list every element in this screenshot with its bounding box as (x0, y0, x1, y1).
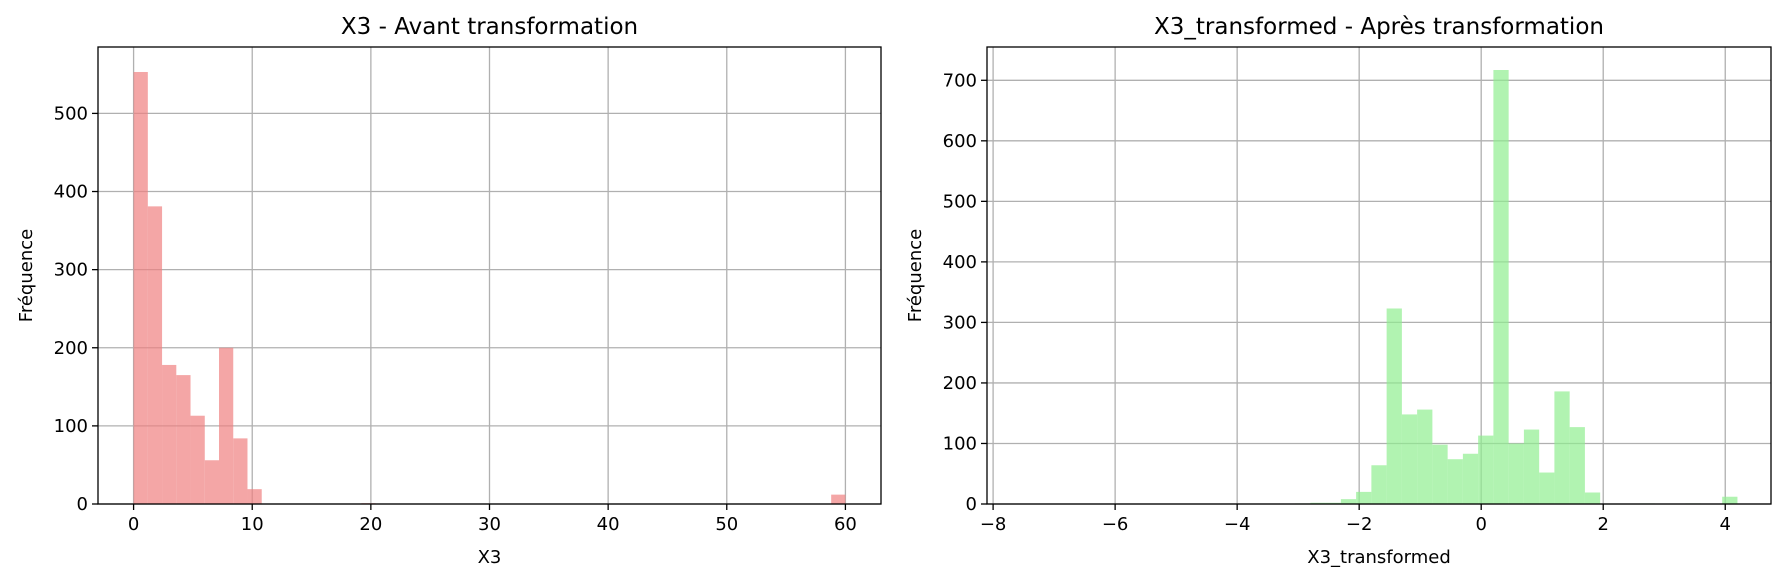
histogram-bar (1584, 492, 1601, 504)
histogram-bar (162, 364, 177, 504)
histogram-bar (1417, 409, 1433, 504)
histogram-panel-before: 0 10 20 30 40 50 60 0 100 200 300 400 500 X3 - Avant… (16, 14, 882, 568)
x-tick-label: 20 (359, 514, 382, 535)
bars-after (1295, 70, 1738, 504)
y-axis-label-after: Fréquence (905, 229, 926, 322)
y-tick-label: 200 (54, 338, 88, 359)
y-tick-label: 400 (943, 252, 977, 273)
histogram-bar (219, 347, 234, 504)
x-tick-label: 0 (1475, 514, 1486, 535)
x-tick-label: −2 (1346, 514, 1373, 535)
y-tick-label: 200 (943, 373, 977, 394)
histogram-bar (1539, 472, 1555, 504)
chart-title-before: X3 - Avant transformation (341, 14, 638, 40)
chart-title-after: X3_transformed - Après transformation (1154, 14, 1604, 40)
y-tick-label: 0 (966, 494, 977, 515)
y-tick-label: 300 (943, 312, 977, 333)
histogram-bar (176, 375, 191, 504)
y-tick-label: 100 (943, 433, 977, 454)
grid-after (987, 47, 1771, 505)
histogram-panel-after: −8 −6 −4 −2 0 2 4 0 100 200 300 400 500 600 700 X3_tra… (905, 14, 1772, 568)
ticks-before: 0 10 20 30 40 50 60 0 100 200 300 400 500 (54, 103, 857, 535)
histogram-bar (233, 438, 248, 504)
histogram-bar (1371, 465, 1387, 504)
histogram-bar (1554, 391, 1570, 504)
axes-frame-after (986, 46, 1772, 505)
x-tick-label: 4 (1720, 514, 1731, 535)
x-axis-label-after: X3_transformed (1307, 547, 1451, 568)
histogram-bar (204, 460, 220, 504)
histogram-bar (1493, 70, 1509, 504)
y-tick-label: 400 (54, 182, 88, 203)
ticks-after: −8 −6 −4 −2 0 2 4 0 100 200 300 400 500 600 700 (943, 70, 1731, 535)
histogram-bar (1523, 429, 1540, 504)
histogram-bar (831, 494, 846, 504)
histogram-bar (1401, 414, 1418, 504)
x-axis-label-before: X3 (478, 547, 502, 568)
y-tick-label: 300 (54, 260, 88, 281)
x-tick-label: 60 (834, 514, 857, 535)
histogram-bar (1432, 444, 1448, 504)
y-tick-label: 700 (943, 70, 977, 91)
x-tick-label: 10 (241, 514, 264, 535)
y-tick-label: 0 (77, 494, 88, 515)
histogram-bar (1356, 491, 1372, 504)
histogram-bar (1722, 496, 1738, 504)
y-axis-label-before: Fréquence (16, 229, 37, 322)
x-tick-label: −6 (1102, 514, 1129, 535)
y-tick-label: 500 (54, 103, 88, 124)
grid-before (98, 47, 881, 505)
x-tick-label: 40 (597, 514, 620, 535)
x-tick-label: −8 (980, 514, 1007, 535)
bars-before (133, 71, 846, 504)
histogram-bar (1447, 459, 1463, 504)
x-tick-label: 30 (478, 514, 501, 535)
histogram-bar (1478, 435, 1494, 504)
x-tick-label: −4 (1224, 514, 1251, 535)
histogram-bar (1340, 499, 1357, 504)
histogram-bar (1508, 443, 1524, 504)
histogram-bar (1569, 427, 1585, 504)
histogram-bar (1462, 453, 1479, 504)
x-tick-label: 0 (128, 514, 139, 535)
histogram-bar (1386, 308, 1402, 504)
histogram-bar (147, 206, 163, 504)
histogram-bar (247, 489, 262, 504)
y-tick-label: 500 (943, 191, 977, 212)
histogram-bar (190, 415, 205, 504)
x-tick-label: 50 (715, 514, 738, 535)
x-tick-label: 2 (1597, 514, 1608, 535)
y-tick-label: 100 (54, 416, 88, 437)
histogram-bar (133, 71, 148, 504)
y-tick-label: 600 (943, 131, 977, 152)
